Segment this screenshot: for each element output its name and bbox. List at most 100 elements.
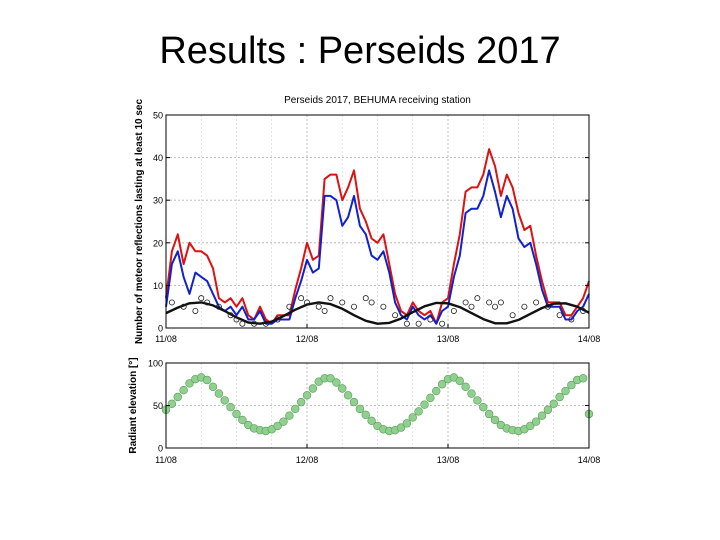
data-point	[414, 407, 423, 416]
data-point	[462, 299, 469, 306]
data-point	[315, 303, 322, 310]
data-point	[350, 303, 357, 310]
data-point	[291, 404, 300, 414]
data-point	[204, 299, 211, 306]
data-point	[279, 417, 288, 426]
y-tick-label: 100	[148, 359, 163, 369]
data-point	[497, 299, 504, 306]
data-point	[439, 320, 446, 327]
y-tick-label: 10	[153, 281, 163, 291]
data-point	[361, 410, 370, 420]
data-point	[567, 380, 576, 390]
data-point	[467, 389, 476, 398]
data-point	[437, 380, 447, 389]
data-point	[208, 382, 218, 391]
data-point	[321, 307, 328, 314]
data-point	[556, 312, 563, 319]
data-point	[302, 391, 312, 400]
series-model	[165, 301, 590, 325]
x-tick-label: 12/08	[296, 334, 319, 344]
data-point	[215, 303, 222, 310]
data-point	[327, 295, 334, 302]
data-point	[192, 307, 199, 314]
slide-title: Results : Perseids 2017	[159, 30, 561, 72]
x-tick-label: 11/08	[155, 334, 177, 344]
data-point	[233, 316, 240, 323]
data-point	[367, 416, 376, 425]
data-point	[214, 389, 224, 398]
data-point	[426, 393, 435, 403]
chart-title: Perseids 2017, BEHUMA receiving station	[284, 95, 471, 106]
data-point	[415, 320, 422, 327]
data-point	[403, 320, 410, 327]
plot-frame	[165, 114, 590, 329]
data-point	[432, 386, 441, 396]
data-point	[274, 316, 281, 323]
data-point	[273, 421, 282, 431]
data-point	[238, 415, 247, 425]
data-point	[179, 386, 188, 395]
data-point	[479, 403, 488, 412]
x-tick-label: 14/08	[578, 455, 601, 465]
data-point	[568, 316, 575, 323]
data-point	[368, 299, 375, 306]
data-point	[326, 374, 335, 383]
data-point	[239, 320, 246, 327]
y-tick-label: 20	[153, 238, 163, 248]
data-point	[380, 303, 387, 310]
data-point	[332, 378, 341, 387]
y-tick-label: 40	[153, 153, 163, 163]
data-point	[555, 392, 564, 402]
x-tick-label: 11/08	[155, 455, 177, 465]
y-tick-label: 0	[158, 324, 163, 334]
data-point	[198, 295, 205, 302]
x-tick-label: 12/08	[296, 455, 319, 465]
data-point	[285, 411, 294, 420]
data-point	[544, 303, 551, 310]
data-point	[455, 376, 464, 386]
data-point	[167, 399, 177, 408]
data-point	[168, 299, 175, 306]
data-point	[461, 382, 470, 391]
data-point	[427, 316, 434, 323]
data-point	[251, 320, 258, 327]
data-point	[343, 391, 353, 400]
data-point	[220, 396, 229, 405]
data-point	[408, 413, 417, 422]
data-point	[486, 299, 493, 306]
data-point	[490, 415, 500, 425]
data-point	[262, 320, 269, 327]
data-point	[450, 307, 457, 314]
x-tick-label: 14/08	[578, 334, 601, 344]
data-point	[549, 399, 558, 408]
data-point	[349, 397, 359, 407]
x-tick-label: 13/08	[437, 455, 460, 465]
data-point	[298, 295, 305, 302]
y-tick-label: 30	[153, 196, 163, 206]
x-tick-label: 13/08	[437, 334, 460, 344]
data-point	[180, 303, 187, 310]
data-point	[392, 312, 399, 319]
data-point	[227, 312, 234, 319]
data-point	[473, 396, 482, 405]
y-tick-label: 50	[153, 401, 163, 411]
bottom-chart: 0 50 100 11/08 12/08 13/08 14/08 Radiant elevat…	[128, 357, 600, 465]
data-point	[396, 423, 406, 432]
data-point	[202, 375, 212, 385]
data-point	[474, 295, 481, 302]
data-point	[526, 421, 535, 431]
data-point	[468, 303, 475, 310]
data-point	[491, 303, 498, 310]
data-point	[561, 386, 570, 396]
y-tick-label: 0	[158, 444, 163, 454]
y-axis-label: Radiant elevation [°]	[128, 357, 139, 453]
data-point	[303, 299, 310, 306]
series-total	[165, 148, 590, 325]
data-point	[173, 392, 182, 402]
data-point	[533, 299, 540, 306]
data-point	[531, 417, 541, 426]
data-point	[308, 384, 318, 393]
data-point	[232, 409, 241, 419]
data-point	[578, 374, 588, 383]
data-point	[296, 397, 306, 407]
